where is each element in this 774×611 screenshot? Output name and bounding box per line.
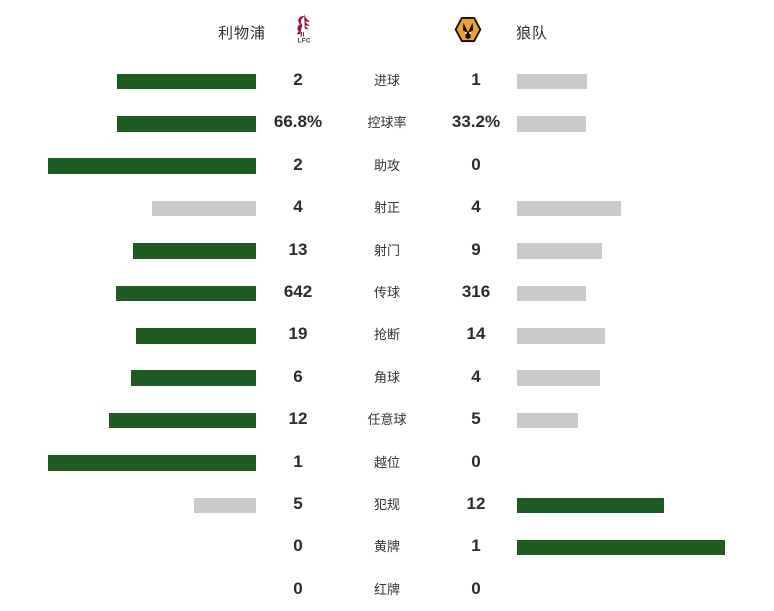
svg-text:LFC: LFC — [297, 38, 310, 45]
